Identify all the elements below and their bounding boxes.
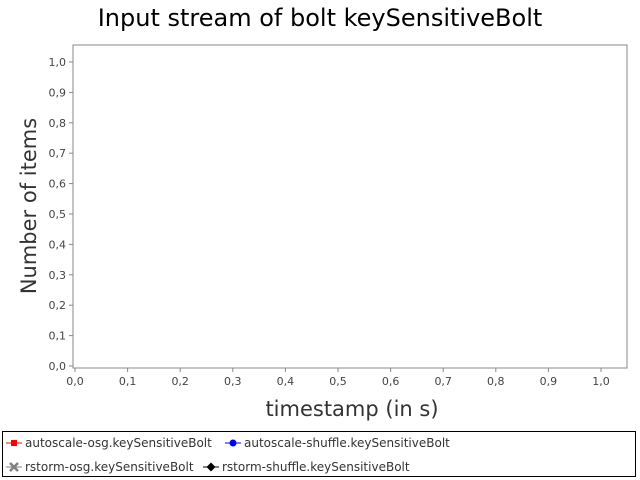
y-tick-label: 0,7: [49, 147, 67, 160]
x-tick-label: 0,5: [329, 375, 347, 388]
y-tick-label: 0,5: [49, 208, 67, 221]
cross-marker-icon: [6, 462, 22, 472]
y-axis: 0,0 0,1 0,2 0,3 0,4 0,5 0,6 0,7 0,8 0,9 1,0: [49, 56, 73, 373]
x-tick-label: 0,0: [66, 375, 84, 388]
x-tick-label: 0,9: [540, 375, 558, 388]
x-tick-label: 0,6: [382, 375, 400, 388]
x-axis: 0,0 0,1 0,2 0,3 0,4 0,5 0,6 0,7 0,8 0,9 1,0: [66, 368, 610, 388]
y-tick-label: 0,2: [49, 299, 67, 312]
y-tick-label: 0,0: [49, 360, 67, 373]
y-tick-label: 0,1: [49, 330, 67, 343]
plot-area: 0,0 0,1 0,2 0,3 0,4 0,5 0,6 0,7 0,8 0,9 1,0 0,0 0,1…: [17, 44, 628, 421]
legend-item: rstorm-osg.keySensitiveBolt: [6, 460, 194, 474]
x-tick-label: 0,2: [171, 375, 189, 388]
y-tick-label: 0,4: [49, 238, 67, 251]
plot-background: [72, 44, 628, 369]
legend-label: rstorm-osg.keySensitiveBolt: [25, 460, 194, 474]
legend-label: autoscale-osg.keySensitiveBolt: [25, 436, 212, 450]
square-marker-icon: [6, 440, 22, 446]
x-tick-label: 1,0: [592, 375, 610, 388]
y-axis-label: Number of items: [17, 118, 41, 294]
y-tick-label: 0,8: [49, 117, 67, 130]
legend-label: rstorm-shuffle.keySensitiveBolt: [222, 460, 410, 474]
y-tick-label: 1,0: [49, 56, 67, 69]
legend-item: autoscale-osg.keySensitiveBolt: [6, 436, 212, 450]
legend-item: rstorm-shuffle.keySensitiveBolt: [203, 460, 410, 474]
legend: autoscale-osg.keySensitiveBolt autoscale…: [2, 431, 636, 477]
legend-item: autoscale-shuffle.keySensitiveBolt: [225, 436, 450, 450]
y-tick-label: 0,6: [49, 178, 67, 191]
circle-marker-icon: [225, 439, 241, 447]
diamond-marker-icon: [203, 462, 219, 472]
x-tick-label: 0,7: [434, 375, 452, 388]
y-tick-label: 0,3: [49, 269, 67, 282]
x-tick-label: 0,3: [224, 375, 242, 388]
legend-label: autoscale-shuffle.keySensitiveBolt: [244, 436, 450, 450]
chart-title: Input stream of bolt keySensitiveBolt: [97, 4, 543, 32]
x-tick-label: 0,8: [487, 375, 505, 388]
x-axis-label: timestamp (in s): [265, 397, 438, 421]
x-tick-label: 0,4: [277, 375, 295, 388]
x-tick-label: 0,1: [119, 375, 137, 388]
y-tick-label: 0,9: [49, 86, 67, 99]
